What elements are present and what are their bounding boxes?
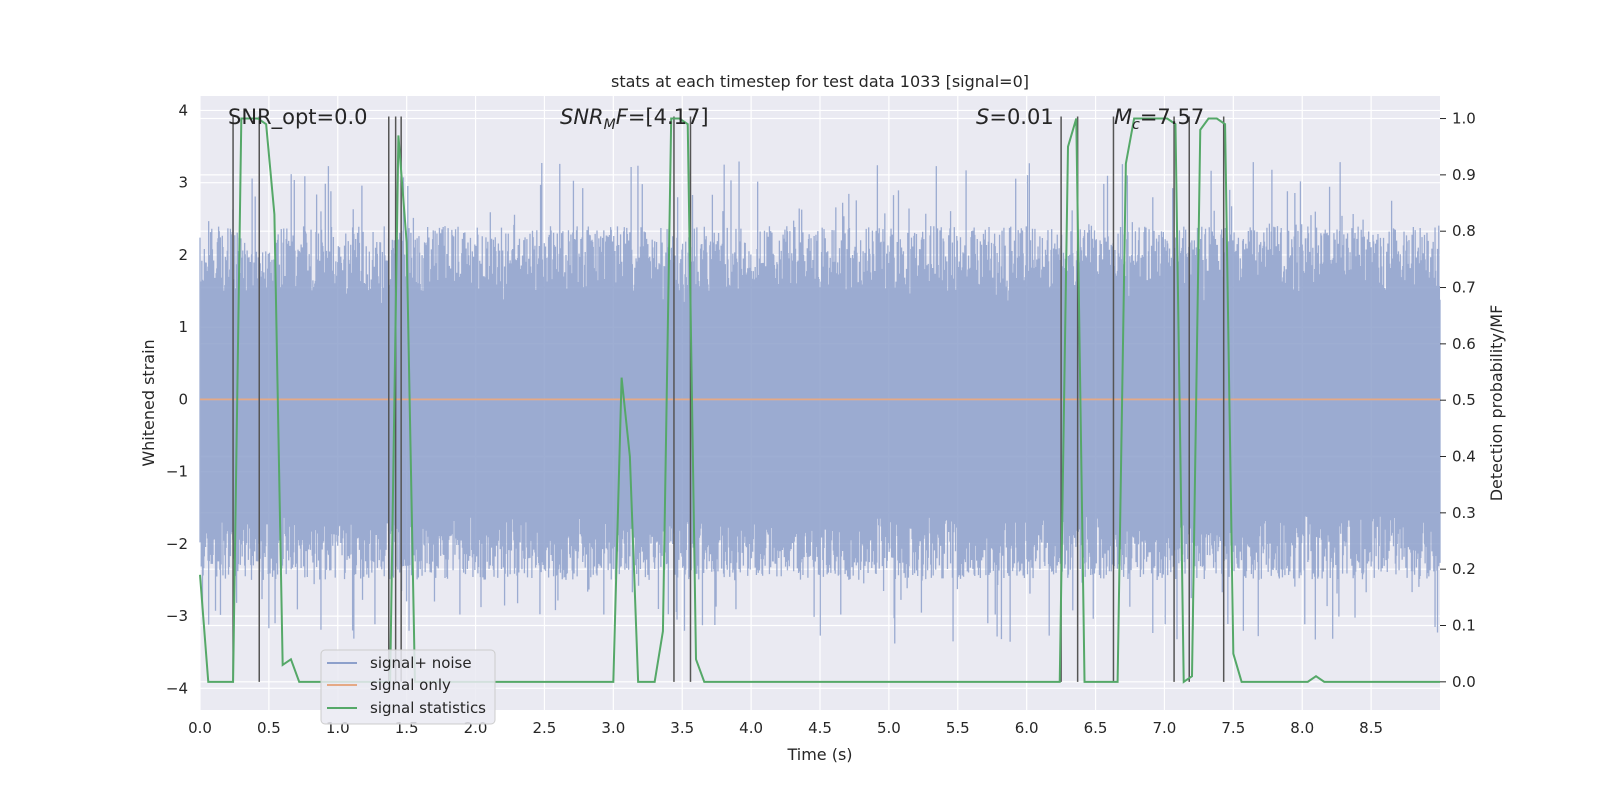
y2-tick-label: 0.0 [1452,673,1476,691]
x-tick-label: 2.5 [533,719,557,737]
legend-box [320,649,496,725]
legend-label-signal-only: signal only [370,676,451,694]
legend-label-signal-noise: signal+ noise [370,654,472,672]
y-axis-label: Whitened strain [139,339,158,466]
annotation-mc-sub: c [1132,117,1140,133]
annotation-snr-mf-base: SNR [560,105,604,129]
y2-tick-label: 0.8 [1452,222,1476,240]
y2-tick-label: 0.4 [1452,448,1476,466]
series-signal-noise [199,161,1441,644]
x-tick-label: 7.0 [1153,719,1177,737]
y-tick-label: 4 [178,101,188,119]
annotation-mc-base: M [1114,105,1132,129]
y2-axis-label: Detection probability/MF [1487,305,1506,502]
noise-trace [199,161,1441,644]
x-tick-label: 7.5 [1221,719,1245,737]
chart-title: stats at each timestep for test data 103… [611,72,1029,91]
annotation-snr-mf-sub: M [604,117,616,133]
x-tick-label: 5.5 [946,719,970,737]
annotation-s-base: S [976,105,989,129]
y2-tick-label: 0.3 [1452,504,1476,522]
x-axis-ticks: 0.0 0.5 1.0 1.5 2.0 2.5 3.0 3.5 4.0 4.5 5.0 5.5 6.0 6… [188,719,1383,737]
annotation-snr-mf-rest: F [616,105,629,129]
x-tick-label: 3.0 [601,719,625,737]
signal-statistics-line [199,117,1440,684]
annotation-snr-opt: SNR_opt=0.0 [228,105,368,130]
y-tick-label: −4 [166,679,188,697]
annotation-mc: Mc=7.57 [1114,105,1204,133]
y2-tick-label: 0.6 [1452,335,1476,353]
annotation-s-value: =0.01 [989,105,1053,129]
y-tick-label: 1 [178,318,188,336]
series-signal-statistics [199,117,1440,684]
y2-axis-ticks: 0.0 0.1 0.2 0.3 0.4 0.5 0.6 0.7 0.8 0.9 1.0 [1440,110,1476,691]
annotation-snr-mf: SNRMF=[4.17] [560,105,709,133]
x-tick-label: 8.5 [1359,719,1383,737]
x-tick-label: 4.0 [739,719,763,737]
x-tick-label: 5.0 [877,719,901,737]
y2-tick-label: 0.2 [1452,560,1476,578]
annotation-mc-value: =7.57 [1140,105,1204,129]
y2-tick-label: 0.1 [1452,617,1476,635]
y2-tick-label: 0.9 [1452,166,1476,184]
annotation-s: S=0.01 [976,105,1054,129]
x-tick-label: 0.5 [257,719,281,737]
y2-tick-label: 1.0 [1452,110,1476,128]
x-tick-label: 6.0 [1015,719,1039,737]
x-tick-label: 3.5 [670,719,694,737]
y2-tick-label: 0.7 [1452,279,1476,297]
y-axis-ticks: −4 −3 −2 −1 0 1 2 3 4 [166,101,188,697]
legend: signal+ noise signal only signal statist… [320,649,496,725]
legend-label-signal-statistics: signal statistics [370,699,486,717]
x-tick-label: 4.5 [808,719,832,737]
y2-tick-label: 0.5 [1452,391,1476,409]
y-tick-label: 3 [178,174,188,192]
y-tick-label: 2 [178,246,188,264]
x-axis-label: Time (s) [786,745,852,764]
x-tick-label: 0.0 [188,719,212,737]
y-tick-label: −2 [166,535,188,553]
x-tick-label: 8.0 [1290,719,1314,737]
y-tick-label: −1 [166,463,188,481]
y-tick-label: 0 [178,390,188,408]
annotation-snr-mf-value: =[4.17] [628,105,709,129]
y-tick-label: −3 [166,607,188,625]
x-tick-label: 6.5 [1084,719,1108,737]
